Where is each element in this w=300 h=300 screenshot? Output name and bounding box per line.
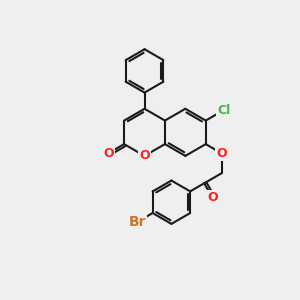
Text: O: O (216, 147, 227, 160)
Text: O: O (139, 149, 150, 162)
Text: O: O (103, 147, 114, 160)
Text: Cl: Cl (217, 104, 230, 117)
Text: O: O (207, 191, 217, 204)
Text: Br: Br (129, 215, 146, 229)
